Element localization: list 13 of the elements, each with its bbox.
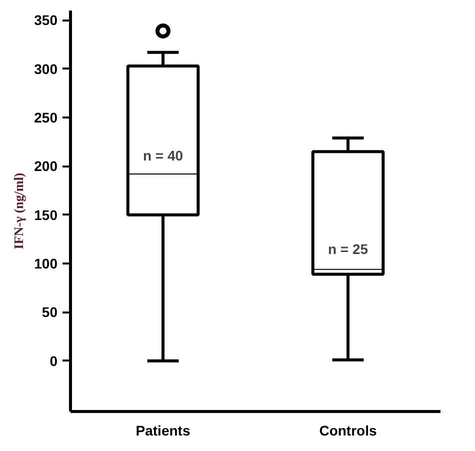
y-tick-label: 350 — [34, 12, 58, 28]
y-tick-label: 150 — [34, 206, 58, 223]
x-tick-label: Controls — [319, 422, 377, 438]
y-tick-label: 100 — [34, 256, 58, 272]
y-tick-label: 250 — [34, 110, 58, 126]
y-tick-label: 200 — [34, 158, 58, 174]
y-tick-label: 50 — [42, 304, 58, 320]
y-tick-label: 300 — [34, 60, 58, 77]
y-tick-label: 0 — [50, 352, 58, 369]
y-axis-title: IFN-γ (ng/ml) — [11, 172, 26, 250]
annotation: n = 25 — [328, 240, 368, 257]
annotation: n = 40 — [142, 148, 184, 164]
x-tick-label: Patients — [136, 422, 190, 438]
